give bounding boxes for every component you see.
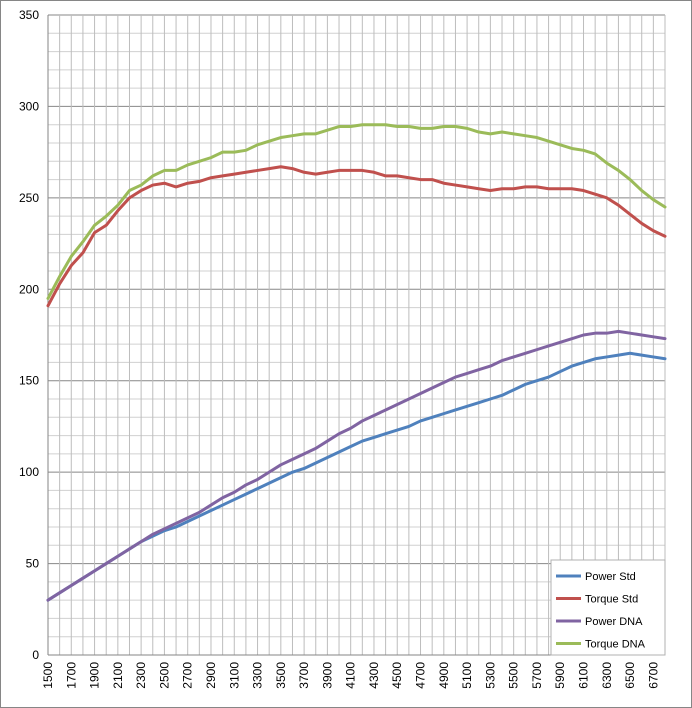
x-tick-label: 4900 [437,662,451,689]
series-line-torque-dna [46,123,667,300]
x-tick-label: 3700 [297,662,311,689]
y-tick-label: 350 [19,8,39,22]
plot-background [48,15,665,655]
x-tick-label: 4100 [344,662,358,689]
x-tick-label: 4500 [390,662,404,689]
y-tick-label: 100 [19,465,39,479]
series-line-power-dna [46,329,667,602]
y-tick-label: 50 [26,557,40,571]
x-tick-label: 1900 [88,662,102,689]
x-tick-label: 5300 [483,662,497,689]
legend-label: Torque Std [585,594,638,606]
legend-label: Torque DNA [585,639,646,651]
x-tick-label: 6700 [646,662,660,689]
x-tick-label: 5100 [460,662,474,689]
y-tick-label: 0 [32,648,39,662]
plot-area [48,15,665,655]
x-tick-label: 2700 [181,662,195,689]
x-tick-label: 4700 [414,662,428,689]
x-tick-label: 4300 [367,662,381,689]
x-tick-label: 3100 [227,662,241,689]
x-tick-label: 2900 [204,662,218,689]
x-tick-label: 3500 [274,662,288,689]
x-tick-label: 2500 [157,662,171,689]
x-tick-label: 5900 [553,662,567,689]
x-tick-label: 6100 [577,662,591,689]
x-axis-ticks: 1500 1700 1900 2100 2300 2500 2700 2900 3100 3300… [41,662,660,689]
legend: Power Std Torque Std Power DNA Torque DNA [550,559,666,656]
legend-label: Power Std [585,571,636,583]
y-tick-label: 300 [19,99,39,113]
x-tick-label: 2100 [111,662,125,689]
x-tick-label: 3900 [320,662,334,689]
x-tick-label: 6300 [600,662,614,689]
y-tick-label: 150 [19,374,39,388]
series-line-torque-std [46,165,667,308]
x-tick-label: 1500 [41,662,55,689]
y-tick-label: 200 [19,282,39,296]
x-tick-label: 1700 [64,662,78,689]
x-tick-label: 3300 [251,662,265,689]
x-tick-label: 5700 [530,662,544,689]
x-tick-label: 2300 [134,662,148,689]
y-axis-ticks: 0 50 100 150 200 250 300 350 [19,8,39,662]
y-tick-label: 250 [19,191,39,205]
series-layer [46,123,667,602]
x-tick-label: 6500 [623,662,637,689]
legend-label: Power DNA [585,616,643,628]
x-tick-label: 5500 [507,662,521,689]
